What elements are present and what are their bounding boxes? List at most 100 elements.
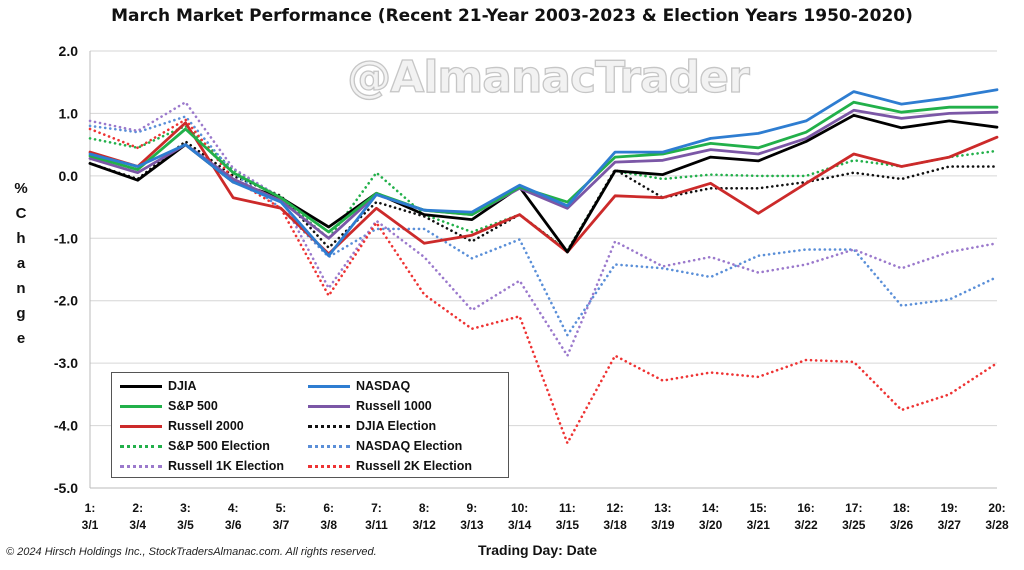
legend-swatch: [120, 404, 162, 408]
legend-swatch: [120, 444, 162, 448]
x-tick-day: 19:: [941, 501, 958, 515]
x-tick-day: 20:: [988, 501, 1005, 515]
y-tick-label: -5.0: [54, 480, 78, 496]
x-tick-day: 13:: [654, 501, 671, 515]
x-tick-date: 3/21: [747, 518, 771, 532]
x-tick-label: 6: 3/8: [320, 501, 337, 532]
x-tick-date: 3/18: [603, 518, 627, 532]
x-tick-day: 9:: [467, 501, 478, 515]
x-tick-date: 3/20: [699, 518, 723, 532]
y-tick-label: -2.0: [54, 293, 78, 309]
x-tick-date: 3/11: [365, 518, 388, 532]
axes: [89, 51, 997, 489]
legend-item: DJIA: [120, 376, 196, 396]
x-tick-label: 5: 3/7: [273, 501, 290, 532]
series-line: [88, 118, 999, 445]
x-tick-label: 10: 3/14: [508, 501, 532, 532]
series-lines: [88, 88, 999, 445]
y-axis-label-char: h: [16, 230, 26, 247]
legend-swatch: [308, 424, 350, 428]
legend-item: Russell 1000: [308, 396, 432, 416]
y-tick-label: 1.0: [59, 105, 79, 121]
y-axis-label-char: a: [16, 255, 26, 272]
y-tick-label: -4.0: [54, 418, 78, 434]
series-line: [88, 88, 999, 258]
x-tick-day: 16:: [797, 501, 814, 515]
series-line: [88, 121, 999, 256]
y-tick-label: -1.0: [54, 230, 78, 246]
x-tick-label: 8: 3/12: [412, 501, 436, 532]
y-tick-label: 2.0: [59, 43, 79, 59]
legend-swatch: [120, 464, 162, 468]
y-axis-label-char: n: [16, 280, 26, 297]
x-tick-date: 3/12: [412, 518, 436, 532]
x-tick-label: 4: 3/6: [225, 501, 242, 532]
x-tick-label: 14: 3/20: [699, 501, 723, 532]
legend-label: DJIA Election: [356, 419, 437, 433]
x-tick-date: 3/28: [985, 518, 1009, 532]
legend-item: Russell 2K Election: [308, 456, 472, 476]
watermark: @AlmanacTrader: [347, 51, 751, 103]
x-tick-label: 18: 3/26: [890, 501, 914, 532]
chart-title: March Market Performance (Recent 21-Year…: [111, 6, 913, 26]
x-tick-day: 3:: [180, 501, 191, 515]
x-tick-label: 1: 3/1: [82, 501, 99, 532]
x-tick-date: 3/14: [508, 518, 532, 532]
x-tick-date: 3/19: [651, 518, 675, 532]
x-tick-day: 12:: [606, 501, 623, 515]
x-tick-label: 2: 3/4: [129, 501, 146, 532]
y-axis-label-char: g: [16, 305, 26, 322]
series-line: [88, 100, 999, 358]
x-tick-label: 13: 3/19: [651, 501, 675, 532]
legend-label: S&P 500 Election: [168, 439, 270, 453]
legend-label: Russell 2000: [168, 419, 244, 433]
legend-swatch: [308, 464, 350, 468]
x-tick-label: 9: 3/13: [460, 501, 484, 532]
x-tick-day: 5:: [276, 501, 287, 515]
legend-label: NASDAQ Election: [356, 439, 463, 453]
x-tick-label: 16: 3/22: [794, 501, 818, 532]
legend-swatch: [120, 424, 162, 428]
x-tick-date: 3/4: [129, 518, 146, 532]
series-line: [88, 100, 999, 234]
x-tick-day: 14:: [702, 501, 719, 515]
series-line: [88, 108, 999, 240]
series-line: [88, 115, 999, 337]
legend-swatch: [308, 444, 350, 448]
x-tick-date: 3/25: [842, 518, 866, 532]
x-tick-day: 2:: [132, 501, 143, 515]
x-tick-day: 8:: [419, 501, 430, 515]
x-tick-date: 3/13: [460, 518, 484, 532]
x-tick-label: 19: 3/27: [938, 501, 962, 532]
x-tick-label: 17: 3/25: [842, 501, 866, 532]
y-axis-label-char: %: [14, 180, 28, 197]
y-tick-labels: 2.0 1.0 0.0 -1.0 -2.0 -3.0 -4.0 -5.0: [54, 43, 78, 496]
legend-item: S&P 500 Election: [120, 436, 270, 456]
legend-swatch: [308, 404, 350, 408]
x-tick-day: 1:: [85, 501, 96, 515]
x-tick-day: 7:: [371, 501, 382, 515]
x-tick-label: 20: 3/28: [985, 501, 1009, 532]
x-tick-day: 4:: [228, 501, 239, 515]
x-tick-label: 3: 3/5: [177, 501, 194, 532]
legend-item: DJIA Election: [308, 416, 436, 436]
y-tick-label: -3.0: [54, 355, 78, 371]
legend: DJIA NASDAQ S&P 500 Russell 1000 Russell 200…: [111, 372, 509, 478]
copyright-notice: © 2024 Hirsch Holdings Inc., StockTrader…: [6, 546, 377, 558]
x-tick-labels: 1: 3/12: 3/43: 3/54: 3/65: 3/76: 3/87: 3/118: 3/…: [82, 501, 1009, 532]
x-tick-label: 11: 3/15: [556, 501, 580, 532]
y-axis-label-char: e: [16, 330, 26, 347]
legend-item: Russell 2000: [120, 416, 244, 436]
legend-item: S&P 500: [120, 396, 218, 416]
x-tick-date: 3/27: [938, 518, 962, 532]
x-tick-day: 11:: [559, 501, 576, 515]
legend-swatch: [308, 384, 350, 388]
x-tick-date: 3/8: [320, 518, 337, 532]
x-tick-label: 15: 3/21: [747, 501, 771, 532]
x-tick-date: 3/1: [82, 518, 99, 532]
x-tick-date: 3/15: [556, 518, 580, 532]
legend-label: Russell 1000: [356, 399, 432, 413]
legend-item: Russell 1K Election: [120, 456, 284, 476]
